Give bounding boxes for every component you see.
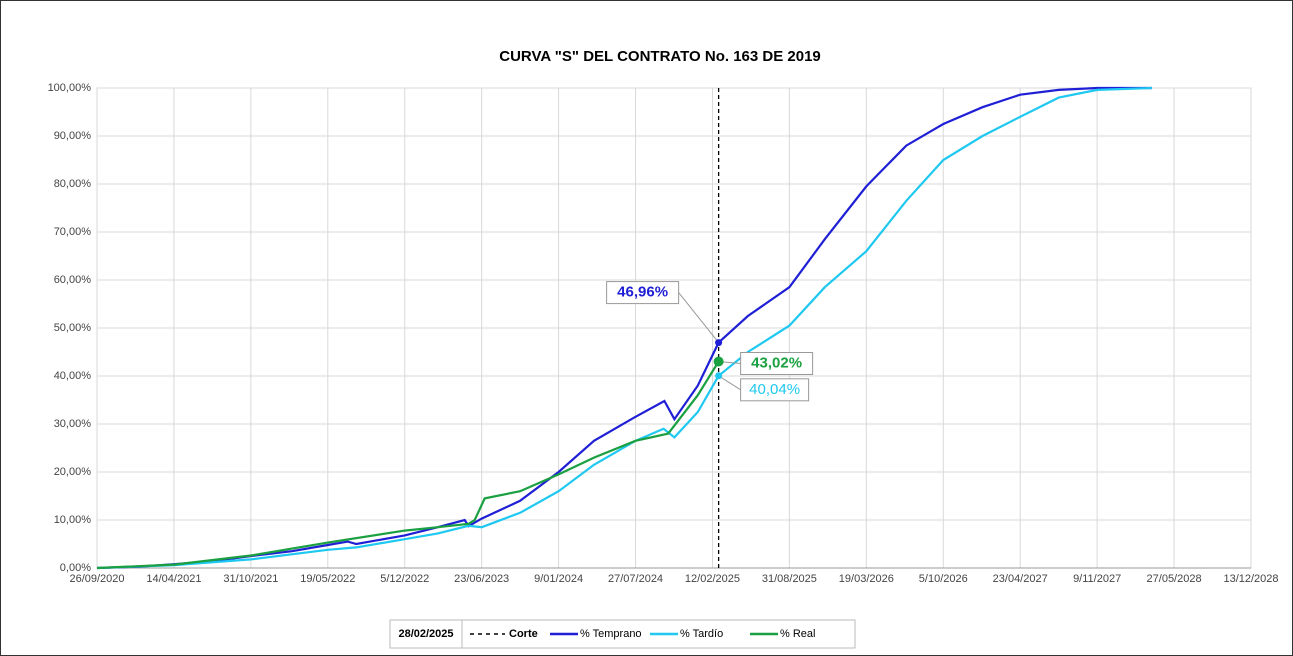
point-marker xyxy=(713,356,724,367)
label-box xyxy=(740,352,814,376)
x-tick-label: 27/05/2028 xyxy=(1147,573,1202,585)
y-tick-label: 40,00% xyxy=(54,370,92,382)
series-line xyxy=(96,86,1152,570)
data-label: 46,96% xyxy=(617,284,668,301)
label-box xyxy=(740,378,810,402)
x-tick-label: 23/04/2027 xyxy=(993,573,1048,585)
chart-title: CURVA "S" DEL CONTRATO No. 163 DE 2019 xyxy=(499,48,821,65)
y-tick-label: 80,00% xyxy=(54,178,92,190)
data-label: 43,02% xyxy=(751,354,802,371)
x-tick-label: 31/08/2025 xyxy=(762,573,817,585)
y-tick-label: 0,00% xyxy=(60,562,91,574)
x-tick-label: 31/10/2021 xyxy=(223,573,278,585)
y-tick-label: 20,00% xyxy=(54,466,92,478)
y-tick-label: 50,00% xyxy=(54,322,92,334)
legend-label: Corte xyxy=(509,628,538,640)
y-tick-label: 90,00% xyxy=(54,130,92,142)
point-marker xyxy=(715,372,723,380)
x-tick-label: 12/02/2025 xyxy=(685,573,740,585)
x-tick-label: 26/09/2020 xyxy=(69,573,124,585)
y-tick-label: 30,00% xyxy=(54,418,92,430)
y-tick-label: 70,00% xyxy=(54,226,92,238)
x-tick-label: 9/11/2027 xyxy=(1073,573,1121,585)
label-box xyxy=(606,281,680,305)
x-tick-label: 27/07/2024 xyxy=(608,573,663,585)
x-tick-label: 13/12/2028 xyxy=(1223,573,1278,585)
legend-label: % Real xyxy=(780,628,815,640)
x-tick-label: 5/12/2022 xyxy=(380,573,429,585)
legend-date: 28/02/2025 xyxy=(398,628,453,640)
legend-date-box xyxy=(389,619,463,649)
legend-label: % Tardío xyxy=(680,628,723,640)
series-line xyxy=(96,360,720,570)
x-tick-label: 19/05/2022 xyxy=(300,573,355,585)
x-tick-label: 9/01/2024 xyxy=(534,573,583,585)
point-marker xyxy=(715,339,723,347)
x-tick-label: 14/04/2021 xyxy=(146,573,201,585)
y-tick-label: 100,00% xyxy=(48,82,92,94)
x-tick-label: 5/10/2026 xyxy=(919,573,968,585)
x-tick-label: 19/03/2026 xyxy=(839,573,894,585)
y-tick-label: 60,00% xyxy=(54,274,92,286)
leader-line xyxy=(678,292,720,343)
data-label: 40,04% xyxy=(749,381,800,398)
legend-label: % Temprano xyxy=(580,628,642,640)
x-tick-label: 23/06/2023 xyxy=(454,573,509,585)
leader-line xyxy=(718,375,741,391)
y-tick-label: 10,00% xyxy=(54,514,92,526)
